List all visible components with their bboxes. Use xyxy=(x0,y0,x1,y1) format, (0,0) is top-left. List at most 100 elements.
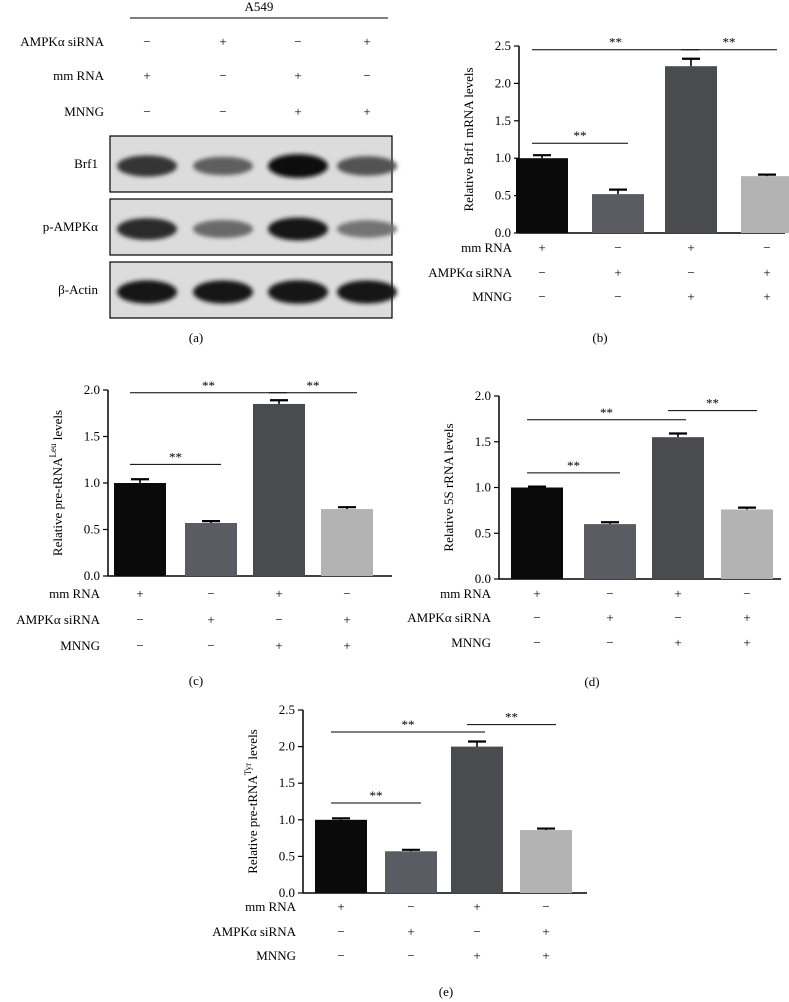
panel-b-brf1-mrna-chart: 0.0 0.5 1.0 1.5 2.0 2.5 Relative Brf1 mRNA lev… xyxy=(428,35,789,345)
blot-band xyxy=(268,280,328,304)
y-tick-label: 0.5 xyxy=(495,188,511,203)
blot-label: Brf1 xyxy=(74,156,98,171)
significance-label: ** xyxy=(567,458,580,473)
y-tick-label: 1.0 xyxy=(84,475,100,490)
panel-d-5s-rrna-chart: 0.0 0.5 1.0 1.5 2.0 Relative 5S rRNA levels **… xyxy=(407,388,781,689)
condition-sign: + xyxy=(207,612,214,627)
condition-sign: − xyxy=(207,586,214,601)
bar xyxy=(584,524,636,579)
panel-caption: (c) xyxy=(189,673,203,688)
condition-sign: + xyxy=(538,240,545,255)
condition-sign: − xyxy=(363,68,370,83)
blot-band xyxy=(337,220,397,238)
condition-sign: − xyxy=(136,612,143,627)
significance-label: ** xyxy=(169,449,182,464)
condition-sign: + xyxy=(363,104,370,119)
bar xyxy=(114,483,166,576)
y-axis-label-tail: levels xyxy=(245,729,260,763)
condition-label: mm RNA xyxy=(49,586,101,601)
condition-sign: + xyxy=(542,924,549,939)
y-tick-label: 2.5 xyxy=(495,38,511,53)
cell-line-label: A549 xyxy=(245,0,274,14)
condition-label: AMPKα siRNA xyxy=(16,612,100,627)
condition-sign: − xyxy=(614,289,621,304)
condition-sign: + xyxy=(473,948,480,963)
y-axis-label-text: Relative Brf1 mRNA levels xyxy=(461,67,476,211)
y-axis-label-tail: levels xyxy=(50,410,65,444)
y-tick-label: 2.0 xyxy=(84,382,100,397)
condition-sign: − xyxy=(533,610,540,625)
blot-band xyxy=(117,280,177,304)
condition-sign: − xyxy=(219,104,226,119)
condition-sign: − xyxy=(143,104,150,119)
condition-sign: + xyxy=(219,34,226,49)
y-tick-label: 2.5 xyxy=(279,702,295,717)
bar xyxy=(385,851,437,893)
bar xyxy=(652,437,704,579)
condition-label: AMPKα siRNA xyxy=(407,610,491,625)
condition-sign: − xyxy=(538,265,545,280)
bar xyxy=(592,194,644,233)
significance-label: ** xyxy=(202,378,215,393)
bar xyxy=(516,158,568,233)
condition-label: MNNG xyxy=(64,104,104,119)
blot-label: β-Actin xyxy=(58,282,98,297)
panel-e-pre-trna-tyr-chart: 0.0 0.5 1.0 1.5 2.0 2.5 Relative pre-tRNATyr l… xyxy=(212,702,587,999)
significance-label: ** xyxy=(370,788,383,803)
y-tick-label: 1.5 xyxy=(495,113,511,128)
condition-sign: + xyxy=(763,265,770,280)
condition-sign: − xyxy=(538,289,545,304)
blot-label: p-AMPKα xyxy=(43,219,98,234)
condition-sign: − xyxy=(606,635,613,650)
bar xyxy=(511,487,563,579)
condition-sign: + xyxy=(674,586,681,601)
condition-sign: − xyxy=(136,638,143,653)
y-axis-label: Relative Brf1 mRNA levels xyxy=(461,67,476,211)
y-tick-label: 2.0 xyxy=(495,75,511,90)
significance-label: ** xyxy=(723,35,736,50)
y-tick-label: 0.5 xyxy=(279,848,295,863)
condition-sign: + xyxy=(743,610,750,625)
condition-label: AMPKα siRNA xyxy=(428,265,512,280)
condition-sign: + xyxy=(136,586,143,601)
condition-label: AMPKα siRNA xyxy=(20,34,104,49)
condition-sign: − xyxy=(207,638,214,653)
blot-band xyxy=(193,156,253,176)
significance-label: ** xyxy=(574,128,587,143)
condition-sign: + xyxy=(473,899,480,914)
y-axis-label: Relative pre-tRNATyr levels xyxy=(243,729,260,874)
y-tick-label: 0.0 xyxy=(475,571,491,586)
y-axis-label-superscript: Leu xyxy=(48,443,58,457)
bar xyxy=(321,509,373,576)
condition-label: MNNG xyxy=(472,289,512,304)
panel-caption: (d) xyxy=(584,674,599,689)
condition-sign: − xyxy=(687,265,694,280)
condition-label: mm RNA xyxy=(440,586,492,601)
significance-label: ** xyxy=(505,710,518,725)
condition-label: mm RNA xyxy=(461,240,513,255)
blot-band xyxy=(337,280,397,304)
y-tick-label: 1.0 xyxy=(475,480,491,495)
y-axis-label-text: Relative pre-tRNA xyxy=(245,775,260,874)
condition-sign: + xyxy=(294,68,301,83)
condition-sign: + xyxy=(687,240,694,255)
condition-sign: − xyxy=(614,240,621,255)
bar xyxy=(721,509,773,579)
blot-band xyxy=(337,156,397,176)
y-tick-label: 0.0 xyxy=(84,568,100,583)
y-axis-label: Relative pre-tRNALeu levels xyxy=(48,410,65,556)
condition-sign: − xyxy=(407,899,414,914)
y-tick-label: 1.5 xyxy=(84,429,100,444)
significance-label: ** xyxy=(609,35,622,50)
condition-label: MNNG xyxy=(451,635,491,650)
y-axis-label-superscript: Tyr xyxy=(243,763,253,775)
y-axis-label-text: Relative pre-tRNA xyxy=(50,457,65,556)
condition-sign: − xyxy=(219,68,226,83)
y-tick-label: 0.0 xyxy=(279,885,295,900)
y-tick-label: 2.0 xyxy=(475,388,491,403)
condition-sign: − xyxy=(533,635,540,650)
condition-sign: + xyxy=(533,586,540,601)
bar xyxy=(253,403,305,576)
condition-sign: + xyxy=(743,635,750,650)
condition-sign: + xyxy=(674,635,681,650)
